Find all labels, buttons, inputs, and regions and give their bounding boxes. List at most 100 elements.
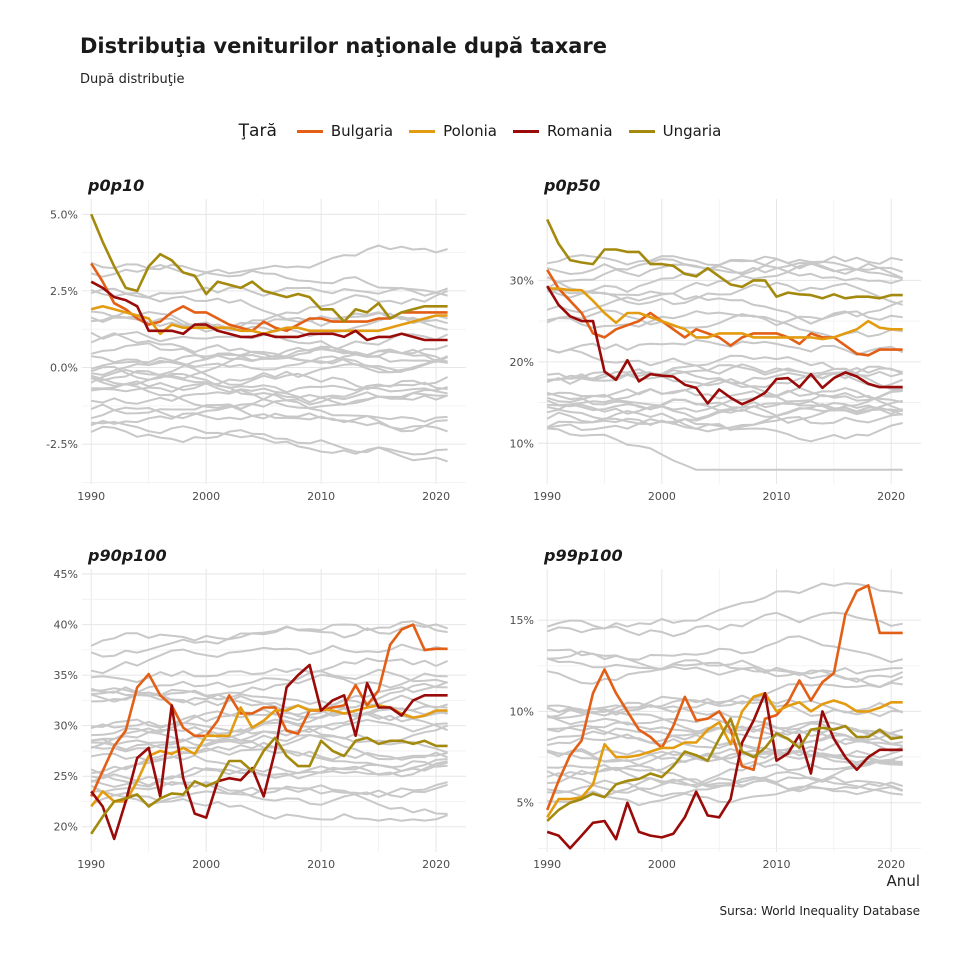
panel-0-other-country-line: [90, 425, 448, 456]
panel-2-series-romania: [90, 663, 448, 841]
panel-1-other-country-line: [546, 411, 903, 443]
legend-swatch-ungaria: [628, 129, 655, 133]
panel-3-other-country-line: [546, 767, 903, 791]
panel-1-series-romania: [546, 285, 903, 406]
panel-0-other-country-line: [90, 355, 448, 373]
panel-2-x-tick-label: 1990: [77, 858, 105, 871]
panel-0-other-country-line: [90, 332, 449, 384]
panel-2-y-tick-label: 45%: [54, 568, 78, 581]
panel-2-other-country-line: [90, 672, 448, 694]
panel-3-series-ungaria: [546, 717, 903, 822]
panel-0-x-tick-label: 2010: [307, 490, 335, 503]
panel-0-x-tick-label: 2000: [192, 490, 220, 503]
panel-2-series-bulgaria: [90, 623, 448, 797]
panel-3-y-tick-label: 15%: [510, 614, 534, 627]
panel-0-y-tick-label: 2.5%: [50, 285, 78, 298]
panel-0-other-country-line: [90, 377, 448, 431]
legend-label-ungaria: Ungaria: [662, 122, 722, 140]
panel-3-other-country-line: [546, 771, 904, 792]
legend-swatch-romania: [513, 129, 539, 133]
panel-1-other-country-line: [546, 399, 903, 429]
panel-2-other-country-line: [91, 694, 448, 732]
panel-2-x-tick-label: 2020: [422, 858, 450, 871]
panel-1-series-bulgaria: [546, 269, 903, 357]
legend-swatch-bulgaria: [296, 129, 323, 133]
panel-3-x-tick-label: 2020: [877, 858, 905, 871]
panel-1-other-country-line: [547, 386, 904, 415]
panel-0-other-country-line: [90, 344, 448, 382]
panel-2-y-tick-label: 40%: [54, 619, 78, 632]
panel-1-other-country-line: [547, 364, 903, 391]
panel-3-x-tick-label: 2000: [648, 858, 676, 871]
panel-1-other-country-line: [547, 310, 903, 329]
panel-2-other-country-line: [90, 768, 448, 806]
panel-0-other-country-line: [90, 261, 448, 297]
panel-1-other-country-line: [546, 262, 904, 289]
panel-2-other-country-line: [91, 708, 448, 729]
panel-1-y-tick-label: 20%: [510, 356, 534, 369]
panel-3-other-country-line: [546, 747, 903, 766]
legend: Ţară Bulgaria Polonia Romania Ungaria: [0, 121, 960, 141]
panel-3-y-tick-label: 10%: [510, 705, 534, 718]
panel-3-series-polonia: [546, 691, 903, 818]
panel-2-other-country-line: [90, 643, 448, 675]
panel-2-other-country-line: [90, 688, 448, 710]
panel-2-other-country-line: [91, 681, 448, 712]
panel-0-y-tick-label: -2.5%: [46, 438, 78, 451]
legend-item-bulgaria: Bulgaria: [296, 122, 394, 140]
panel-3-y-tick-label: 5%: [517, 797, 534, 810]
panel-2-other-country-line: [90, 707, 448, 733]
panel-3-other-country-line: [547, 776, 903, 803]
panel-2-other-country-line: [90, 781, 448, 815]
legend-label-polonia: Polonia: [443, 122, 497, 140]
panel-3-other-country-line: [547, 635, 903, 664]
panel-1-y-tick-label: 30%: [510, 274, 534, 287]
panel-2-series-ungaria: [90, 736, 448, 835]
panel-1-other-country-line: [547, 413, 903, 433]
panel-0-other-country-line: [90, 386, 448, 415]
panel-1-other-country-line: [546, 288, 904, 325]
panel-0-series-bulgaria: [90, 262, 448, 333]
panel-3-series-bulgaria: [545, 584, 903, 811]
panel-1-other-country-line: [546, 398, 904, 415]
caption: Sursa: World Inequality Database: [719, 904, 920, 918]
panel-0-other-country-line: [91, 420, 448, 463]
panel-1-series-polonia: [547, 287, 903, 341]
panel-0-other-country-line: [90, 332, 449, 364]
legend-item-romania: Romania: [513, 122, 613, 140]
legend-label-romania: Romania: [547, 122, 613, 140]
panel-1-y-tick-label: 10%: [510, 437, 534, 450]
panel-1-other-country-line: [547, 427, 903, 471]
panel-2-y-tick-label: 30%: [54, 720, 78, 733]
panel-0-other-country-line: [90, 288, 448, 325]
panel-3-x-tick-label: 2010: [763, 858, 791, 871]
legend-title: Ţară: [238, 121, 277, 141]
legend-label-bulgaria: Bulgaria: [330, 122, 394, 140]
panel-1-x-tick-label: 2000: [648, 490, 676, 503]
panel-1-other-country-line: [547, 254, 903, 280]
panel-0-series-ungaria: [89, 213, 448, 323]
panel-0-other-country-line: [91, 382, 448, 406]
panel-2-other-country-line: [91, 733, 448, 761]
chart-subtitle: După distribuţie: [80, 72, 185, 87]
panel-2-other-country-line: [90, 620, 448, 658]
panel-3-x-tick-label: 1990: [533, 858, 561, 871]
panel-3-title: p99p100: [543, 546, 623, 565]
panel-1-other-country-line: [546, 339, 904, 356]
panel-3-other-country-line: [547, 731, 903, 756]
panel-2-other-country-line: [90, 623, 448, 647]
legend-item-ungaria: Ungaria: [628, 122, 722, 140]
legend-swatch-polonia: [409, 129, 436, 133]
panel-1-x-tick-label: 2010: [763, 490, 791, 503]
panel-1-x-tick-label: 1990: [533, 490, 561, 503]
panel-1-other-country-line: [547, 255, 903, 295]
panel-1-x-tick-label: 2020: [877, 490, 905, 503]
x-axis-title: Anul: [886, 872, 920, 890]
panel-1-series-ungaria: [546, 218, 903, 300]
panel-2-x-tick-label: 2010: [307, 858, 335, 871]
panel-2-y-tick-label: 35%: [54, 669, 78, 682]
panel-0-y-tick-label: 5.0%: [50, 208, 78, 221]
panel-3-other-country-line: [547, 764, 904, 796]
panel-2-title: p90p100: [87, 546, 167, 565]
